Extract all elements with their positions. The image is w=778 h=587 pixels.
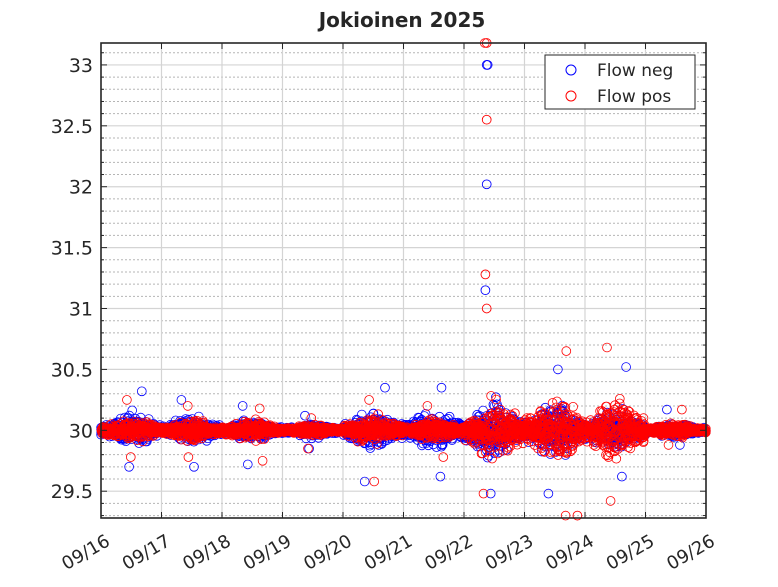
chart-title: Jokioinen 2025 (317, 8, 486, 32)
